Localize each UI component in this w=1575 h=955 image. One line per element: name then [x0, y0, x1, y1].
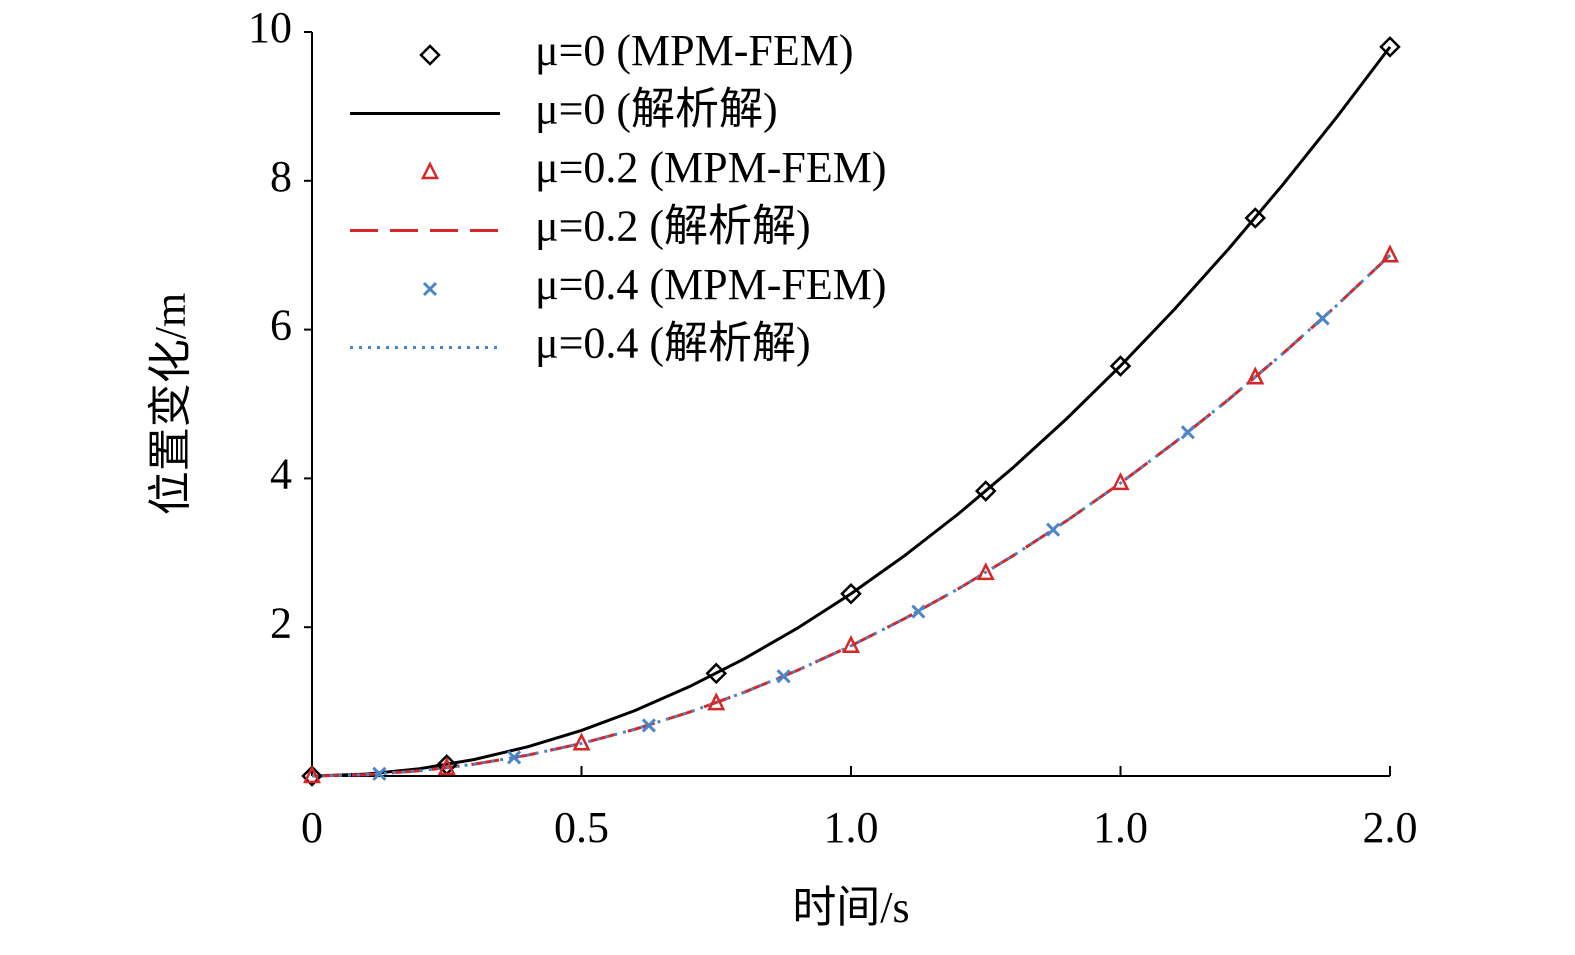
marker-triangle: [572, 732, 591, 751]
x-tick-label: 1.0: [824, 803, 879, 852]
marker-x: [372, 766, 387, 781]
y-tick-label: 2: [270, 598, 292, 647]
legend-label: μ=0.2 (MPM-FEM): [535, 143, 887, 192]
series-line: [311, 254, 1392, 778]
x-axis-label: 时间/s: [792, 883, 909, 932]
marker-triangle: [1111, 472, 1130, 491]
x-tick-label: 1.0: [1093, 803, 1148, 852]
marker-x: [1180, 425, 1195, 440]
legend-label: μ=0 (MPM-FEM): [535, 26, 854, 75]
marker-x: [1046, 522, 1061, 537]
x-tick-label: 2.0: [1363, 803, 1418, 852]
marker-triangle: [976, 562, 995, 581]
legend-label: μ=0.4 (解析解): [535, 319, 811, 368]
y-tick-label: 6: [270, 301, 292, 350]
marker-triangle: [302, 765, 322, 784]
marker-triangle: [1380, 244, 1400, 263]
marker-diamond: [705, 662, 728, 685]
marker-diamond: [1379, 36, 1401, 58]
marker-diamond: [419, 44, 441, 66]
marker-x: [911, 604, 926, 619]
marker-triangle: [707, 692, 726, 711]
legend-label: μ=0 (解析解): [535, 85, 778, 134]
marker-diamond: [1109, 355, 1132, 377]
marker-x: [641, 718, 656, 733]
legend-label: μ=0.2 (解析解): [535, 202, 811, 251]
series-line: [311, 254, 1392, 778]
y-tick-label: 8: [270, 152, 292, 201]
marker-x: [776, 669, 791, 684]
marker-triangle: [1246, 366, 1265, 385]
x-tick-label: 0: [301, 803, 323, 852]
y-tick-label: 10: [248, 3, 292, 52]
y-tick-label: 4: [270, 449, 292, 498]
marker-diamond: [1244, 207, 1267, 229]
legend-label: μ=0.4 (MPM-FEM): [535, 260, 887, 309]
x-tick-label: 0.5: [554, 803, 609, 852]
y-axis-label: 位置变化/m: [146, 293, 195, 515]
marker-diamond: [301, 765, 323, 787]
marker-x: [1315, 311, 1330, 326]
marker-x: [507, 750, 522, 765]
marker-diamond: [840, 582, 862, 605]
marker-triangle: [437, 757, 456, 776]
marker-x: [422, 281, 438, 297]
marker-diamond: [974, 480, 997, 502]
series-line: [311, 45, 1392, 778]
marker-triangle: [841, 635, 861, 654]
marker-triangle: [420, 161, 440, 180]
